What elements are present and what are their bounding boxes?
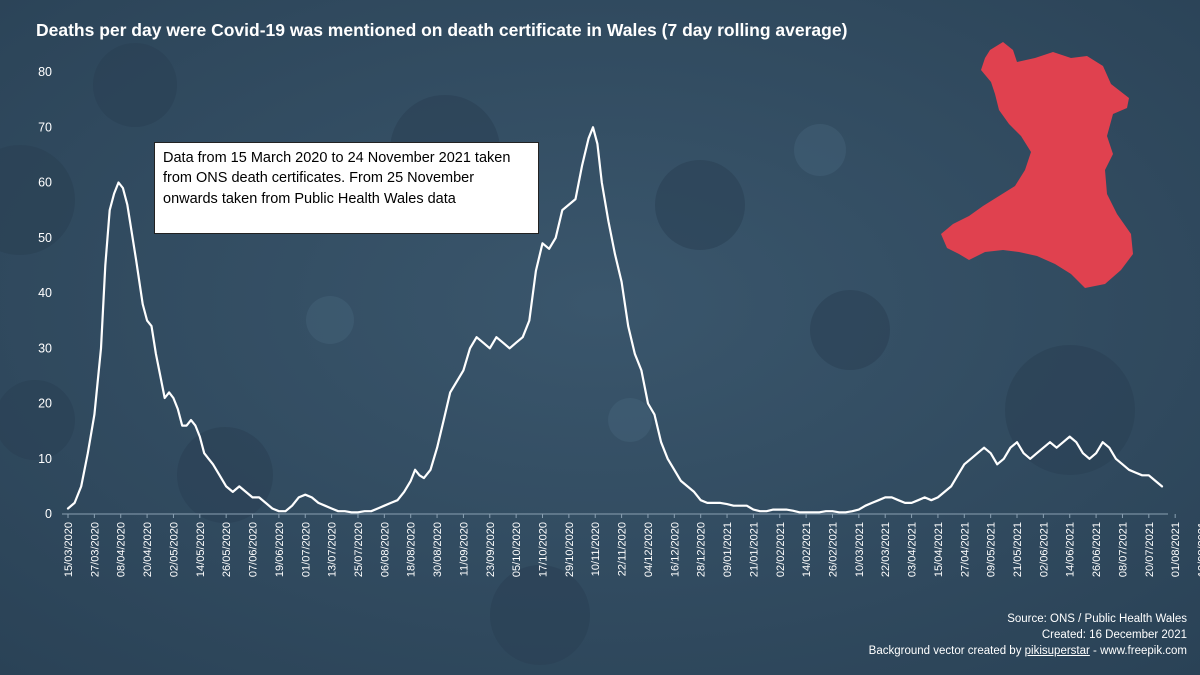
x-tick-label: 18/08/2020 [406, 522, 418, 577]
x-tick-label: 10/03/2021 [854, 522, 866, 577]
x-tick-label: 15/03/2020 [63, 522, 75, 577]
x-tick-label: 01/08/2021 [1170, 522, 1182, 577]
y-tick-label: 60 [38, 176, 52, 190]
y-tick-label: 0 [45, 507, 52, 521]
x-tick-label: 19/06/2020 [274, 522, 286, 577]
x-tick-label: 26/06/2021 [1091, 522, 1103, 577]
created-date: Created: 16 December 2021 [1041, 629, 1187, 641]
x-tick-label: 26/02/2021 [827, 522, 839, 577]
x-tick-label: 20/07/2021 [1144, 522, 1156, 577]
background-author-link[interactable]: pikisuperstar [1024, 645, 1090, 657]
x-tick-label: 23/09/2020 [485, 522, 497, 577]
x-tick-label: 26/05/2020 [221, 522, 233, 577]
chart-title: Deaths per day were Covid-19 was mention… [36, 20, 848, 40]
x-tick-label: 27/03/2020 [89, 522, 101, 577]
wales-map-icon [941, 42, 1133, 288]
source-credit: Source: ONS / Public Health Wales [1007, 613, 1187, 625]
x-tick-label: 14/02/2021 [801, 522, 813, 577]
y-tick-label: 40 [38, 286, 52, 300]
x-tick-label: 15/04/2021 [933, 522, 945, 577]
x-tick-label: 08/04/2020 [116, 522, 128, 577]
credits: Source: ONS / Public Health Wales Create… [869, 611, 1187, 659]
series-layer [66, 126, 1164, 514]
background-credit-prefix: Background vector created by [868, 645, 1025, 657]
x-tick-label: 22/03/2021 [880, 522, 892, 577]
x-tick-label: 14/06/2021 [1065, 522, 1077, 577]
y-tick-label: 80 [38, 65, 52, 79]
x-tick-label: 28/12/2020 [696, 522, 708, 577]
y-tick-label: 10 [38, 452, 52, 466]
x-tick-label: 20/04/2020 [142, 522, 154, 577]
x-tick-label: 30/08/2020 [432, 522, 444, 577]
x-tick-label: 14/05/2020 [195, 522, 207, 577]
x-tick-label: 06/08/2020 [379, 522, 391, 577]
deaths-rolling-average-line [66, 126, 1164, 514]
x-tick-label: 02/06/2021 [1038, 522, 1050, 577]
x-tick-label: 10/11/2020 [590, 522, 602, 576]
x-tick-label: 29/10/2020 [564, 522, 576, 577]
x-tick-label: 09/05/2021 [986, 522, 998, 577]
x-tick-label: 13/08/2021 [1197, 522, 1200, 577]
x-tick-label: 16/12/2020 [669, 522, 681, 577]
background-credit-suffix: - www.freepik.com [1089, 645, 1187, 657]
x-tick-label: 08/07/2021 [1117, 522, 1129, 577]
x-tick-label: 01/07/2020 [300, 522, 312, 577]
y-tick-label: 70 [38, 120, 52, 134]
x-tick-label: 11/09/2020 [458, 522, 470, 576]
x-tick-label: 17/10/2020 [538, 522, 550, 577]
data-source-note: Data from 15 March 2020 to 24 November 2… [154, 142, 539, 234]
x-tick-label: 21/01/2021 [748, 522, 760, 577]
x-tick-label: 02/02/2021 [775, 522, 787, 577]
y-axis: 0 10 20 30 40 50 60 70 80 [38, 65, 52, 521]
x-tick-label: 05/10/2020 [511, 522, 523, 577]
y-tick-label: 50 [38, 231, 52, 245]
x-tick-label: 13/07/2020 [327, 522, 339, 577]
y-tick-label: 20 [38, 397, 52, 411]
x-tick-label: 25/07/2020 [353, 522, 365, 577]
x-tick-label: 02/05/2020 [168, 522, 180, 577]
x-tick-label: 04/12/2020 [643, 522, 655, 577]
y-tick-label: 30 [38, 341, 52, 355]
x-tick-label: 03/04/2021 [907, 522, 919, 577]
x-tick-label: 22/11/2020 [617, 522, 629, 576]
x-tick-label: 27/04/2021 [959, 522, 971, 577]
background-credit: Background vector created by pikisuperst… [869, 643, 1187, 659]
x-tick-label: 07/06/2020 [248, 522, 260, 577]
x-axis: 15/03/2020 27/03/2020 08/04/2020 20/04/2020… [62, 513, 1200, 577]
x-tick-label: 09/01/2021 [722, 522, 734, 577]
x-tick-label: 21/05/2021 [1012, 522, 1024, 577]
